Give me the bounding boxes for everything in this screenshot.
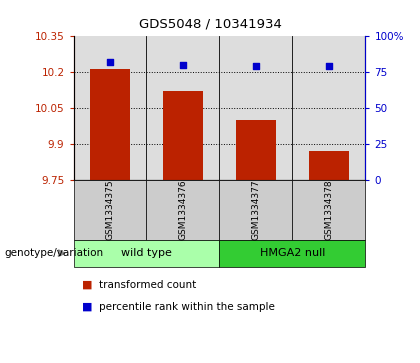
Text: transformed count: transformed count [99,280,196,290]
Text: HMGA2 null: HMGA2 null [260,248,325,258]
Point [180,62,186,68]
Text: wild type: wild type [121,248,172,258]
Point [326,64,332,69]
Text: GSM1334375: GSM1334375 [105,179,115,240]
Text: GSM1334376: GSM1334376 [178,179,187,240]
Bar [90,69,130,180]
Text: GSM1334377: GSM1334377 [252,179,260,240]
Bar [236,120,276,180]
Point [107,59,113,65]
Point [252,64,259,69]
Text: percentile rank within the sample: percentile rank within the sample [99,302,275,312]
Text: GDS5048 / 10341934: GDS5048 / 10341934 [139,17,281,30]
Bar [309,151,349,180]
Text: genotype/variation: genotype/variation [4,248,103,258]
Text: ■: ■ [82,280,92,290]
Bar [163,91,203,180]
Text: ■: ■ [82,302,92,312]
Text: GSM1334378: GSM1334378 [324,179,333,240]
